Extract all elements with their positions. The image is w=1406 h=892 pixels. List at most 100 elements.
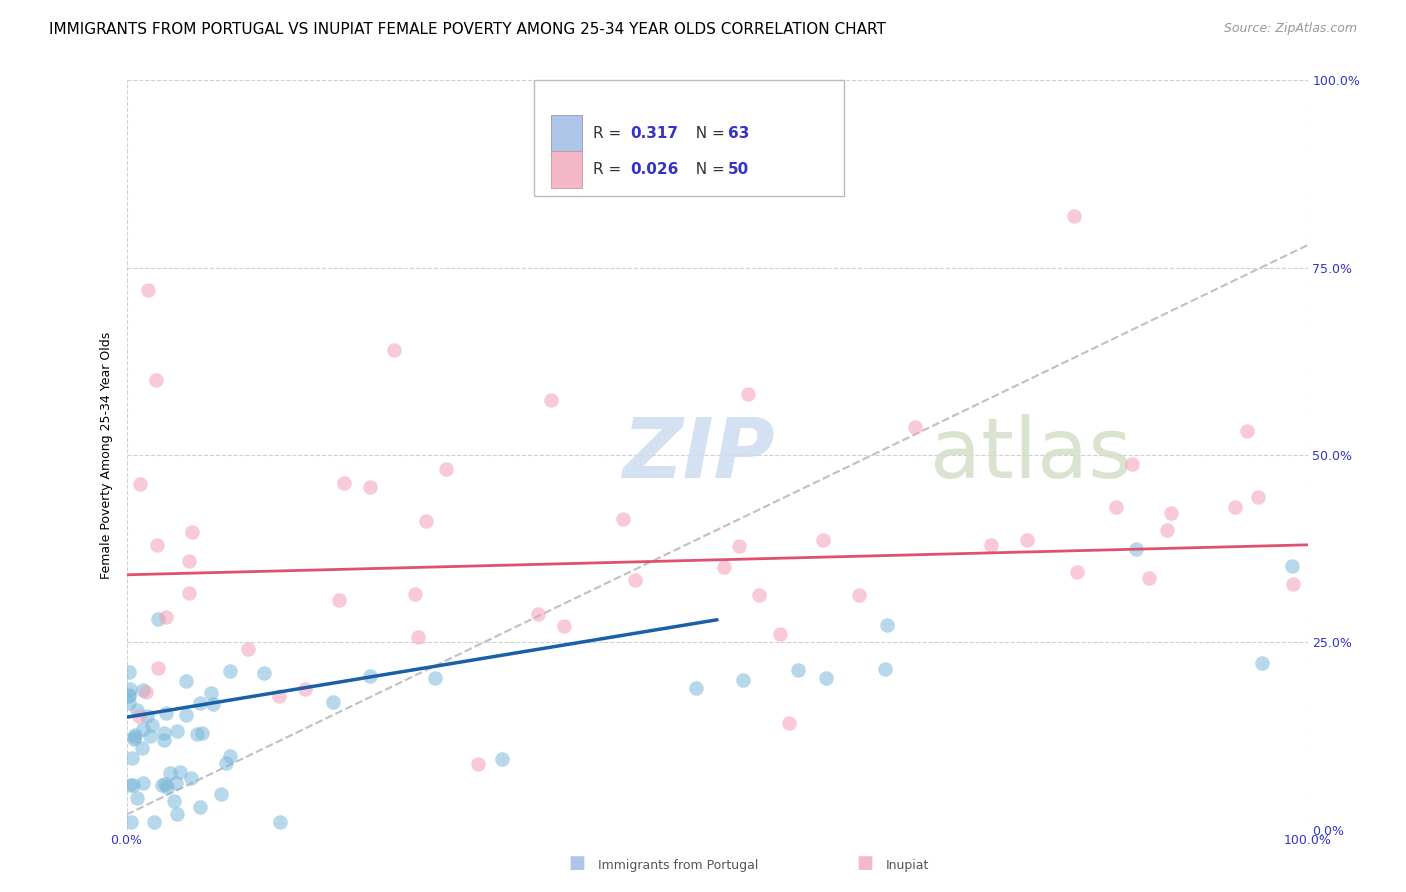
Y-axis label: Female Poverty Among 25-34 Year Olds: Female Poverty Among 25-34 Year Olds bbox=[100, 331, 114, 579]
Point bbox=[146, 612, 169, 626]
Point bbox=[1250, 656, 1272, 670]
Point bbox=[685, 681, 707, 696]
Point bbox=[713, 559, 735, 574]
Point bbox=[1160, 506, 1182, 520]
Point bbox=[875, 662, 897, 676]
Point bbox=[269, 815, 291, 830]
Point bbox=[737, 387, 759, 401]
Point bbox=[148, 661, 170, 675]
Point bbox=[1156, 523, 1178, 537]
Point bbox=[176, 707, 198, 722]
Point bbox=[769, 626, 792, 640]
Text: atlas: atlas bbox=[929, 415, 1132, 495]
Point bbox=[166, 776, 188, 790]
Point bbox=[848, 588, 870, 602]
Point bbox=[177, 585, 200, 599]
Point bbox=[169, 765, 191, 780]
Point bbox=[125, 703, 148, 717]
Point bbox=[166, 723, 188, 738]
Point bbox=[201, 697, 224, 711]
Point bbox=[269, 689, 291, 703]
Point bbox=[359, 481, 381, 495]
Point bbox=[188, 696, 211, 710]
Point bbox=[128, 708, 150, 723]
Point bbox=[191, 726, 214, 740]
Point bbox=[188, 800, 211, 814]
Point bbox=[118, 665, 141, 680]
Point bbox=[406, 630, 429, 644]
Text: R =: R = bbox=[593, 127, 627, 141]
Point bbox=[186, 727, 208, 741]
Text: 50: 50 bbox=[728, 162, 749, 177]
Point bbox=[118, 697, 141, 711]
Point bbox=[540, 393, 562, 408]
Point bbox=[135, 685, 157, 699]
Point bbox=[238, 642, 260, 657]
Point bbox=[153, 733, 176, 747]
Text: 63: 63 bbox=[728, 127, 749, 141]
Point bbox=[180, 771, 202, 785]
Point bbox=[787, 663, 810, 677]
Point bbox=[155, 706, 177, 720]
Text: N =: N = bbox=[686, 127, 730, 141]
Point bbox=[748, 588, 770, 602]
Point bbox=[155, 777, 177, 791]
Point bbox=[467, 757, 489, 772]
Point bbox=[163, 794, 186, 808]
Point bbox=[132, 776, 155, 790]
Text: Inupiat: Inupiat bbox=[886, 859, 929, 872]
Point bbox=[118, 690, 141, 704]
Point bbox=[876, 618, 898, 632]
Point bbox=[122, 730, 145, 744]
Point bbox=[1281, 576, 1303, 591]
Point bbox=[405, 587, 427, 601]
Point bbox=[359, 668, 381, 682]
Point bbox=[1121, 457, 1143, 471]
Point bbox=[121, 751, 143, 765]
Point bbox=[122, 778, 145, 792]
Point bbox=[1125, 541, 1147, 556]
Point bbox=[118, 688, 141, 702]
Point bbox=[491, 751, 513, 765]
Point bbox=[124, 728, 146, 742]
Text: R =: R = bbox=[593, 162, 627, 177]
Point bbox=[322, 695, 344, 709]
Point bbox=[1066, 565, 1088, 579]
Point bbox=[145, 538, 167, 552]
Point bbox=[294, 681, 316, 696]
Point bbox=[200, 686, 222, 700]
Point bbox=[118, 681, 141, 696]
Point bbox=[553, 619, 575, 633]
Point bbox=[125, 790, 148, 805]
Text: ■: ■ bbox=[856, 855, 873, 872]
Text: ■: ■ bbox=[568, 855, 585, 872]
Point bbox=[1236, 424, 1258, 438]
Point bbox=[219, 664, 242, 678]
Point bbox=[904, 420, 927, 434]
Point bbox=[128, 476, 150, 491]
Text: 0.317: 0.317 bbox=[630, 127, 678, 141]
Point bbox=[526, 607, 548, 621]
Point bbox=[143, 815, 166, 830]
Point bbox=[214, 756, 236, 771]
Point bbox=[132, 682, 155, 697]
Point bbox=[332, 475, 354, 490]
Point bbox=[145, 373, 167, 387]
Point bbox=[141, 718, 163, 732]
Point bbox=[177, 554, 200, 568]
Point bbox=[176, 674, 198, 689]
Point bbox=[136, 708, 159, 723]
Text: Immigrants from Portugal: Immigrants from Portugal bbox=[598, 859, 758, 872]
Text: N =: N = bbox=[686, 162, 730, 177]
Text: ZIP: ZIP bbox=[623, 415, 775, 495]
Point bbox=[253, 666, 276, 681]
Point bbox=[778, 716, 800, 731]
Point bbox=[612, 512, 634, 526]
Text: IMMIGRANTS FROM PORTUGAL VS INUPIAT FEMALE POVERTY AMONG 25-34 YEAR OLDS CORRELA: IMMIGRANTS FROM PORTUGAL VS INUPIAT FEMA… bbox=[49, 22, 886, 37]
Point bbox=[423, 671, 446, 685]
Point bbox=[150, 778, 173, 792]
Point bbox=[813, 533, 835, 548]
Point bbox=[328, 592, 350, 607]
Point bbox=[166, 807, 188, 822]
Point bbox=[382, 343, 405, 357]
